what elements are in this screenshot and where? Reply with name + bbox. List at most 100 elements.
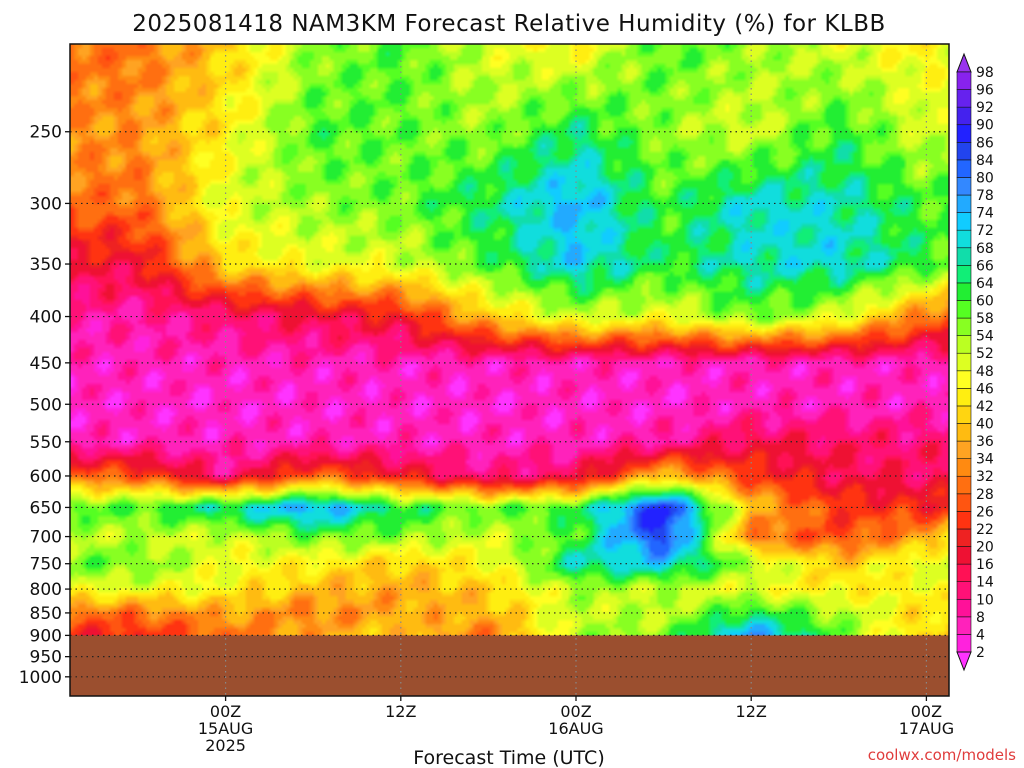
colorbar-box <box>956 423 972 442</box>
colorbar-label: 90 <box>976 118 994 134</box>
y-tick-label: 550 <box>30 433 62 453</box>
colorbar-label: 80 <box>976 170 994 186</box>
colorbar-box <box>956 124 972 143</box>
x-tick-label: 00Z <box>911 702 942 721</box>
colorbar-box <box>956 598 972 618</box>
y-tick-label: 750 <box>30 555 62 575</box>
colorbar-box <box>956 528 972 547</box>
y-tick-label: 950 <box>30 648 62 668</box>
colorbar-box <box>956 71 972 90</box>
colorbar-label: 58 <box>976 311 994 327</box>
y-tick-label: 400 <box>30 308 62 328</box>
colorbar-box <box>956 563 972 582</box>
y-tick-label: 350 <box>30 255 62 275</box>
y-tick-label: 850 <box>30 604 62 624</box>
x-tick-label: 16AUG <box>548 719 603 738</box>
below-ground-region <box>70 635 949 696</box>
colorbar-box <box>956 405 972 424</box>
y-tick-label: 650 <box>30 498 62 518</box>
plot-frame <box>69 43 950 697</box>
x-tick-label: 00Z <box>560 702 591 721</box>
colorbar-label: 26 <box>976 504 994 520</box>
y-tick-label: 1000 <box>19 668 62 688</box>
y-tick-label: 250 <box>30 123 62 143</box>
y-tick-label: 450 <box>30 354 62 374</box>
x-tick-label: 15AUG <box>198 719 253 738</box>
grid-lines <box>70 44 949 696</box>
colorbar-box <box>956 511 972 530</box>
colorbar-box <box>956 335 972 354</box>
colorbar-box <box>956 159 972 178</box>
colorbar-label: 66 <box>976 258 994 274</box>
colorbar-label: 40 <box>976 417 994 433</box>
colorbar-box <box>956 370 972 389</box>
plot-area <box>69 43 950 697</box>
x-tick-label: 12Z <box>736 702 767 721</box>
colorbar-label: 34 <box>976 452 994 468</box>
colorbar-label: 74 <box>976 206 994 222</box>
colorbar-box <box>956 177 972 196</box>
colorbar-label: 20 <box>976 540 994 556</box>
colorbar: 2481014162022262832343640424648525458606… <box>956 52 994 672</box>
colorbar-box <box>956 352 972 372</box>
x-tick-label: 00Z <box>210 702 241 721</box>
y-tick-label: 700 <box>30 528 62 548</box>
colorbar-box <box>956 546 972 565</box>
colorbar-box <box>956 493 972 512</box>
colorbar-label: 10 <box>976 592 994 608</box>
colorbar-box <box>956 616 972 635</box>
colorbar-label: 36 <box>976 434 994 450</box>
colorbar-box <box>956 89 972 108</box>
chart-title: 2025081418 NAM3KM Forecast Relative Humi… <box>132 11 886 37</box>
colorbar-label: 64 <box>976 276 994 292</box>
colorbar-label: 32 <box>976 469 994 485</box>
colorbar-box <box>956 458 972 477</box>
colorbar-label: 98 <box>976 65 994 81</box>
colorbar-label: 16 <box>976 557 994 573</box>
colorbar-label: 14 <box>976 575 994 591</box>
colorbar-label: 92 <box>976 100 994 116</box>
colorbar-label: 28 <box>976 487 994 503</box>
colorbar-label: 68 <box>976 241 994 257</box>
colorbar-label: 72 <box>976 223 994 239</box>
colorbar-box <box>956 212 972 231</box>
colorbar-box <box>956 194 972 213</box>
colorbar-box <box>956 300 972 319</box>
x-axis-title: Forecast Time (UTC) <box>413 747 604 768</box>
y-tick-label: 300 <box>30 194 62 214</box>
colorbar-min-arrow <box>956 651 972 672</box>
colorbar-box <box>956 106 972 126</box>
colorbar-label: 2 <box>976 645 985 661</box>
colorbar-label: 54 <box>976 329 994 345</box>
colorbar-box <box>956 142 972 161</box>
colorbar-label: 96 <box>976 83 994 99</box>
colorbar-box <box>956 581 972 600</box>
x-tick-label: 12Z <box>385 702 416 721</box>
colorbar-label: 52 <box>976 346 994 362</box>
colorbar-label: 86 <box>976 135 994 151</box>
colorbar-box <box>956 229 972 249</box>
y-axis: 2503003504004505005506006507007508008509… <box>19 123 70 688</box>
colorbar-box <box>956 247 972 266</box>
rh-heatmap <box>70 44 949 696</box>
credit-text: coolwx.com/models <box>868 746 1016 764</box>
colorbar-label: 46 <box>976 381 994 397</box>
colorbar-label: 78 <box>976 188 994 204</box>
colorbar-label: 22 <box>976 522 994 538</box>
colorbar-label: 84 <box>976 153 994 169</box>
colorbar-label: 48 <box>976 364 994 380</box>
colorbar-box <box>956 475 972 495</box>
colorbar-label: 42 <box>976 399 994 415</box>
y-tick-label: 500 <box>30 395 62 415</box>
colorbar-box <box>956 265 972 284</box>
colorbar-label: 4 <box>976 627 985 643</box>
colorbar-box <box>956 388 972 407</box>
colorbar-label: 60 <box>976 293 994 309</box>
colorbar-label: 8 <box>976 610 985 626</box>
colorbar-box <box>956 440 972 459</box>
colorbar-box <box>956 282 972 301</box>
x-tick-label: 17AUG <box>899 719 954 738</box>
y-tick-label: 600 <box>30 467 62 487</box>
y-tick-label: 900 <box>30 626 62 646</box>
